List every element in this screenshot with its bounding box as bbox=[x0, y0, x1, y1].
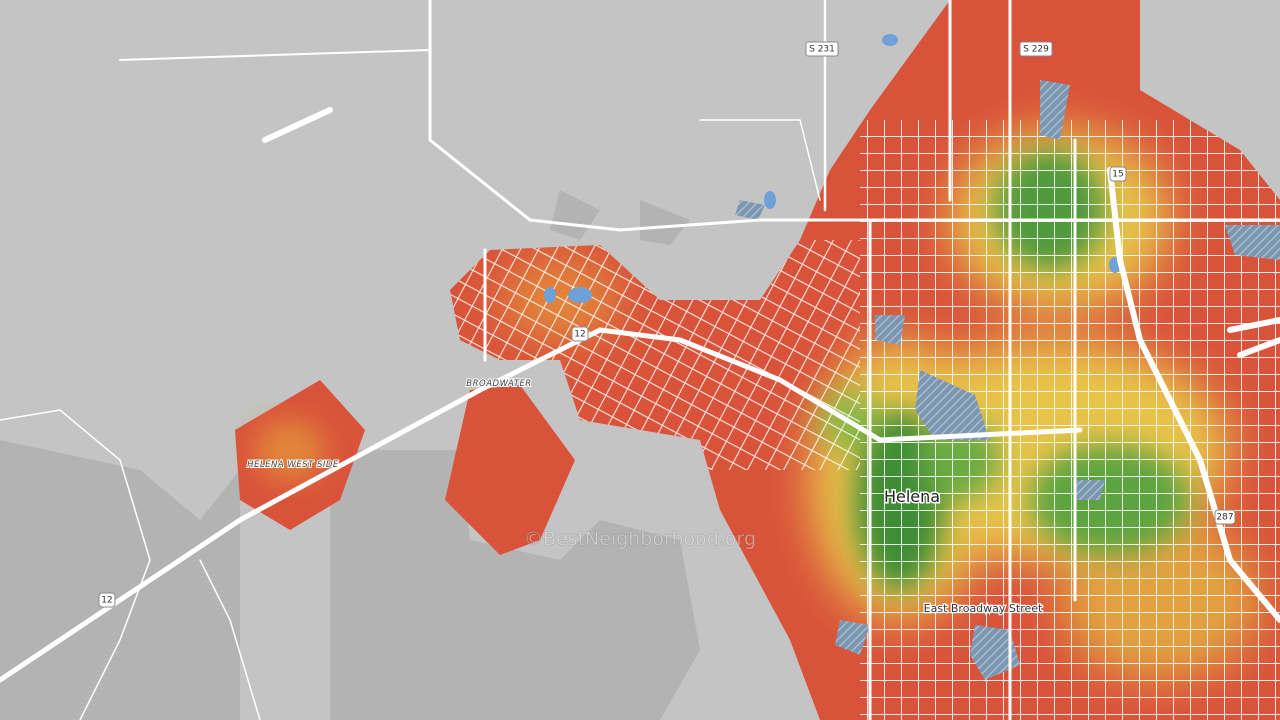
city-label: Helena bbox=[884, 487, 940, 506]
road-shield: S 229 bbox=[1019, 41, 1053, 57]
shield-label: S 229 bbox=[1023, 45, 1049, 55]
water bbox=[544, 34, 1121, 303]
shield-label: 12 bbox=[101, 596, 112, 606]
terrain bbox=[0, 190, 700, 720]
road-shield: 15 bbox=[1109, 166, 1127, 182]
street-label: East Broadway Street bbox=[924, 602, 1043, 615]
shield-label: 287 bbox=[1216, 513, 1233, 523]
hatched-areas bbox=[735, 80, 1280, 680]
shield-label: S 231 bbox=[809, 45, 835, 55]
road-shield: 287 bbox=[1214, 509, 1236, 525]
heatmap-west bbox=[235, 380, 575, 555]
road-shield: 12 bbox=[571, 326, 589, 342]
watermark: ©BestNeighborhood.org bbox=[524, 528, 756, 550]
shield-label: 12 bbox=[574, 330, 585, 340]
place-label: BROADWATER bbox=[466, 379, 531, 389]
place-label: HELENA WEST SIDE bbox=[247, 460, 339, 470]
road-shield: 12 bbox=[98, 592, 116, 608]
road-shield: S 231 bbox=[805, 41, 839, 57]
shield-label: 15 bbox=[1112, 170, 1123, 180]
